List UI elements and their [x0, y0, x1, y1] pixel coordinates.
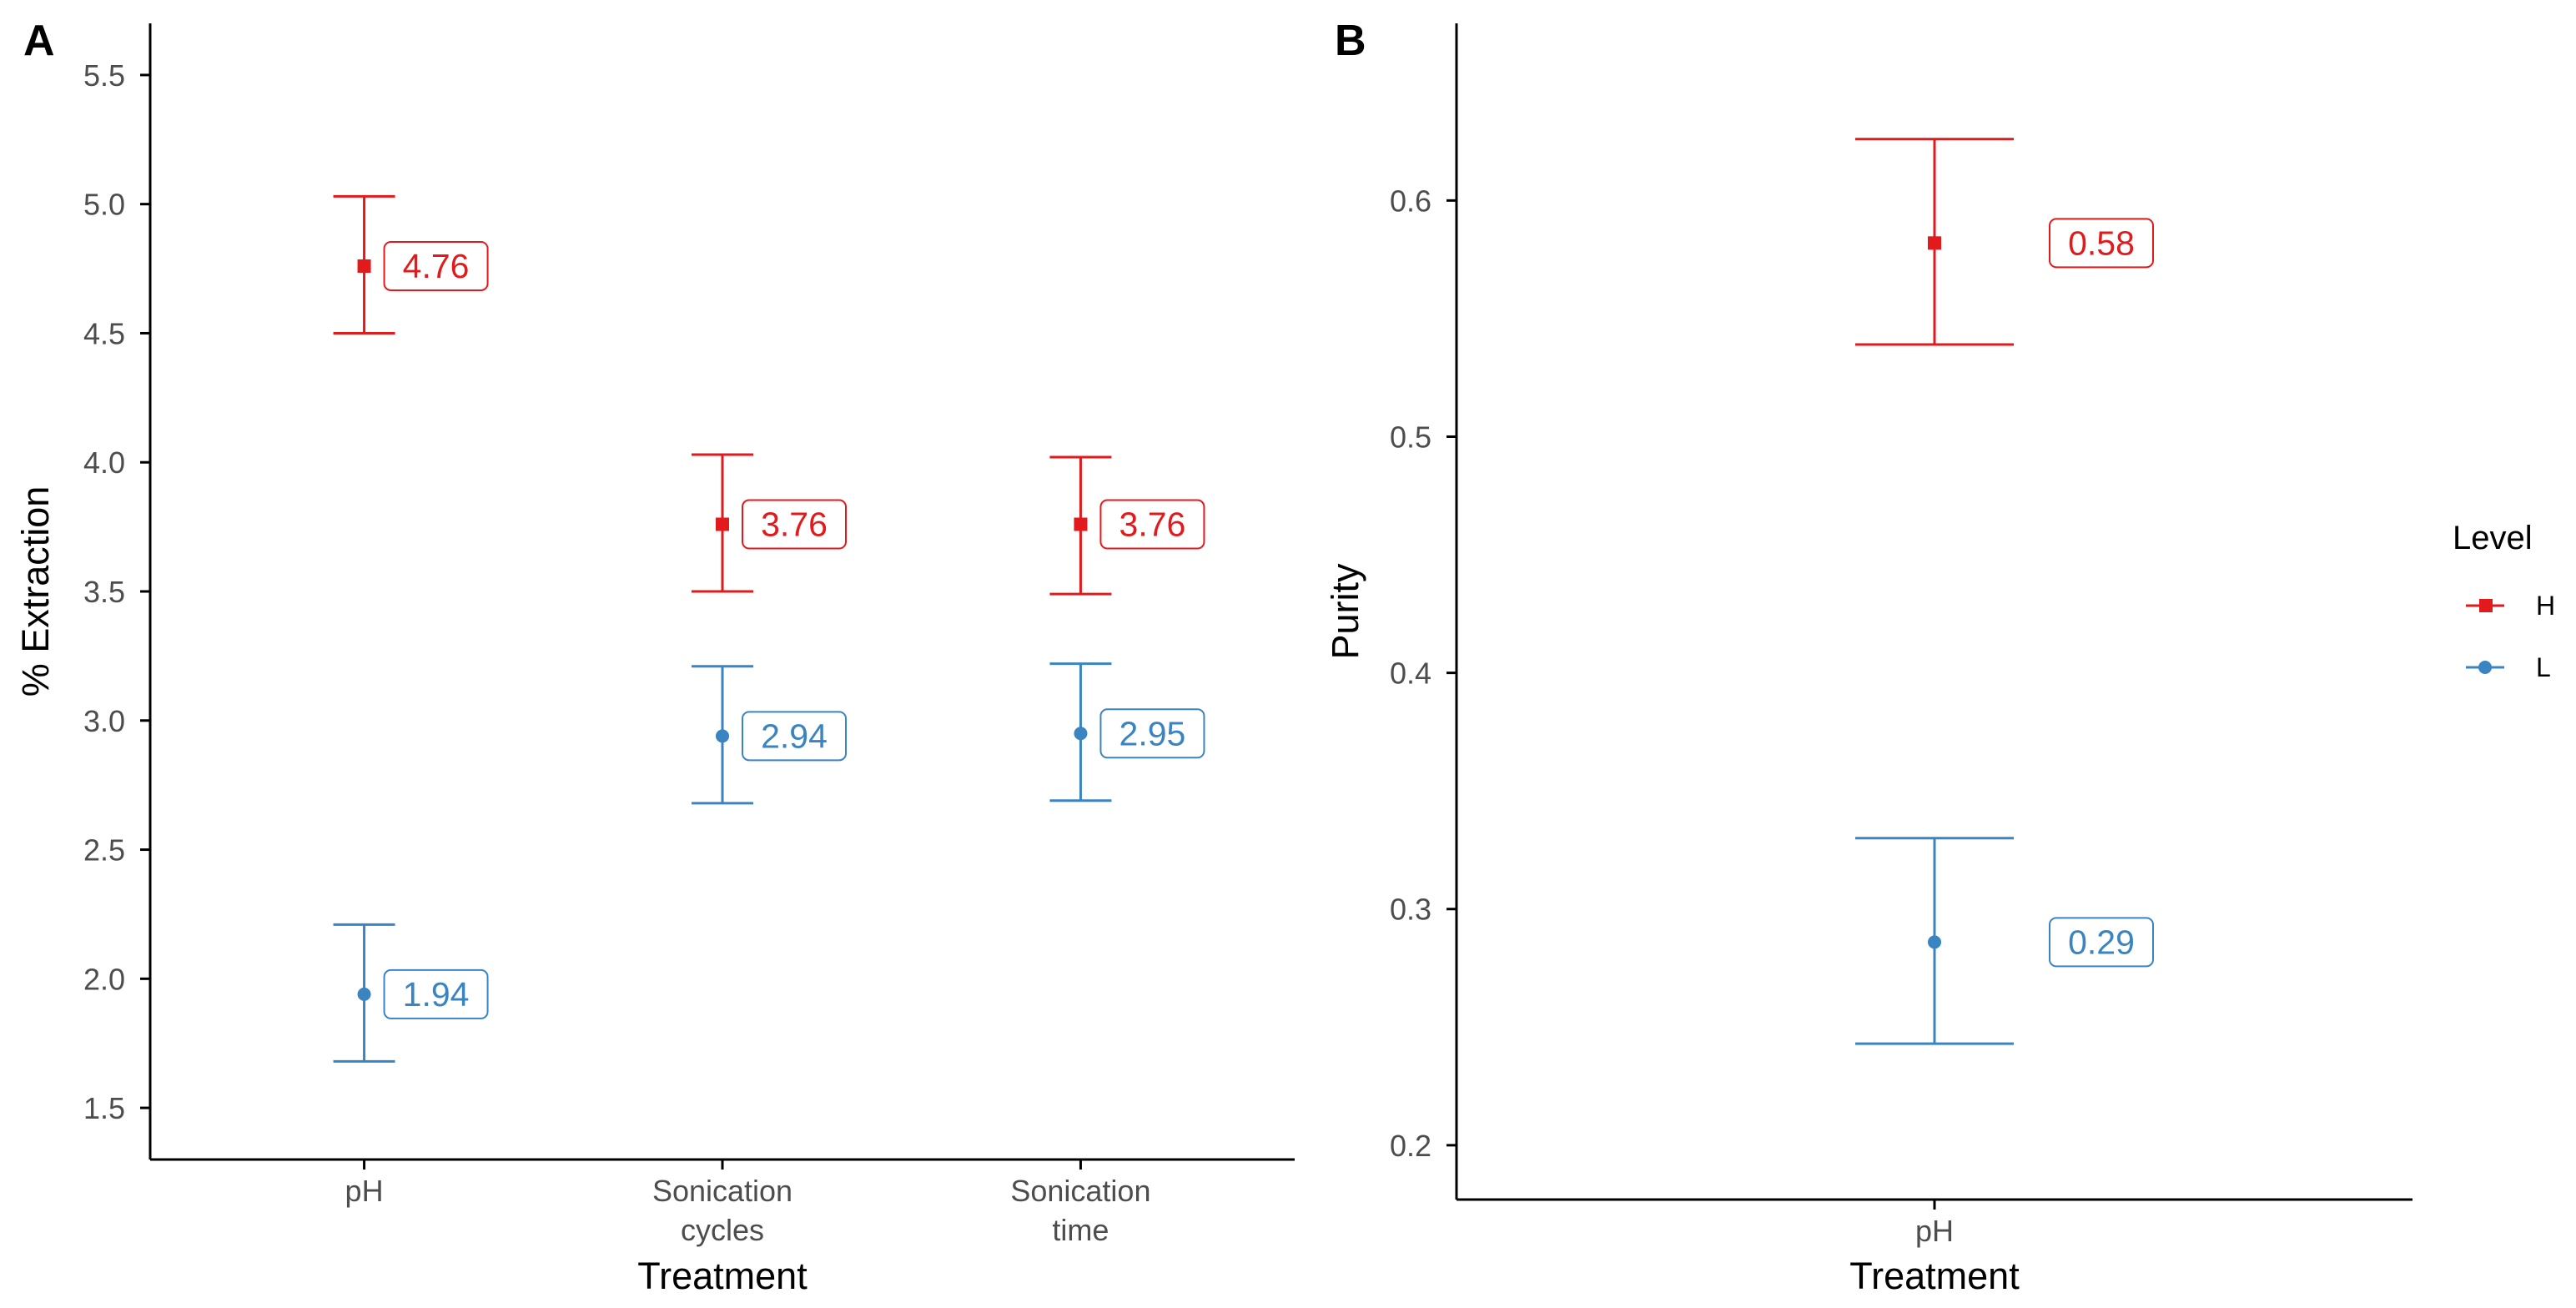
- data-label: 3.76: [761, 506, 828, 544]
- y-tick-label: 3.5: [83, 575, 125, 609]
- point-l: [1074, 727, 1088, 741]
- y-axis-title: % Extraction: [14, 486, 57, 697]
- point-l: [716, 729, 729, 743]
- panel-label: B: [1335, 17, 1366, 65]
- data-label: 1.94: [403, 975, 470, 1014]
- y-tick-label: 0.6: [1390, 184, 1431, 218]
- point-l: [1928, 935, 1941, 949]
- x-tick-label-line: Sonication: [652, 1174, 792, 1208]
- legend-title: Level: [2453, 520, 2533, 556]
- point-h: [357, 259, 371, 273]
- legend-label: H: [2536, 591, 2555, 621]
- data-label: 2.94: [761, 717, 828, 755]
- data-label-box: [742, 711, 847, 762]
- panel-b: B 0.2 0.3 0.4 0.5 0.6 pH Treatment Purity 0.58 0.2…: [1324, 17, 2412, 1297]
- point-h: [716, 517, 729, 531]
- data-label-box: [2049, 218, 2154, 269]
- y-tick-label: 4.5: [83, 316, 125, 350]
- data-label: 2.95: [1119, 714, 1186, 752]
- data-label-box: [383, 968, 489, 1019]
- y-tick-label: 0.4: [1390, 657, 1431, 691]
- x-tick-label: pH: [1915, 1214, 1954, 1248]
- data-label-box: [2049, 917, 2154, 968]
- legend-key-square: [2479, 599, 2493, 612]
- data-label: 0.58: [2068, 224, 2135, 262]
- y-tick-label: 1.5: [83, 1091, 125, 1125]
- x-tick-label-line: cycles: [681, 1213, 764, 1247]
- y-tick-label: 0.2: [1390, 1129, 1431, 1163]
- y-tick-label: 2.0: [83, 962, 125, 996]
- x-tick-label: pH: [345, 1174, 384, 1208]
- x-tick-label-line: pH: [345, 1174, 384, 1208]
- legend-key-circle: [2478, 661, 2492, 674]
- x-axis-title: Treatment: [637, 1255, 808, 1297]
- x-tick-label-line: pH: [1915, 1214, 1954, 1248]
- data-label: 4.76: [403, 247, 470, 285]
- y-axis-title: Purity: [1324, 563, 1366, 660]
- data-label-box: [383, 240, 489, 291]
- panel-a: A 1.5 2.0 2.5 3.0 3.5 4.0 4.5 5.0 5.5 pH Sonication…: [14, 17, 1295, 1297]
- data-label-box: [1099, 708, 1205, 759]
- legend: Level H L: [2453, 520, 2555, 682]
- legend-label: L: [2536, 652, 2551, 682]
- x-tick-label: Sonication time: [1010, 1174, 1150, 1247]
- y-tick-label: 5.0: [83, 188, 125, 222]
- y-tick-label: 0.3: [1390, 893, 1431, 927]
- y-tick-label: 0.5: [1390, 420, 1431, 454]
- data-label: 0.29: [2068, 923, 2135, 961]
- x-axis-title: Treatment: [1849, 1255, 2020, 1297]
- point-h: [1928, 236, 1941, 250]
- x-tick-label: Sonication cycles: [652, 1174, 792, 1247]
- data-label-box: [1099, 499, 1205, 550]
- y-tick-label: 4.0: [83, 445, 125, 480]
- y-tick-label: 5.5: [83, 58, 125, 93]
- x-tick-label-line: Sonication: [1010, 1174, 1150, 1208]
- point-l: [357, 987, 371, 1001]
- panel-label: A: [23, 17, 55, 65]
- data-label: 3.76: [1119, 506, 1186, 544]
- y-tick-label: 3.0: [83, 704, 125, 738]
- data-label-box: [742, 499, 847, 550]
- x-tick-label-line: time: [1052, 1213, 1109, 1247]
- y-tick-label: 2.5: [83, 833, 125, 868]
- point-h: [1074, 517, 1088, 531]
